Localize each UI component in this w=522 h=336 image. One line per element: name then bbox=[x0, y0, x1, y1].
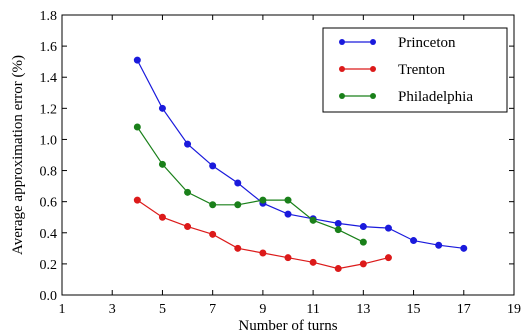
legend: Princeton Trenton Philadelphia bbox=[322, 27, 508, 113]
data-point-philadelphia bbox=[158, 160, 166, 168]
data-point-princeton bbox=[133, 56, 141, 64]
data-point-philadelphia bbox=[284, 196, 292, 204]
data-point-trenton bbox=[259, 249, 267, 257]
data-point-trenton bbox=[284, 254, 292, 262]
y-tick-label: 0.0 bbox=[40, 289, 58, 304]
legend-marker-philadelphia bbox=[370, 93, 376, 99]
data-point-princeton bbox=[234, 179, 242, 187]
data-point-philadelphia bbox=[334, 226, 342, 234]
y-tick-label: 0.6 bbox=[40, 196, 58, 211]
data-point-princeton bbox=[158, 104, 166, 112]
data-point-trenton bbox=[158, 213, 166, 221]
data-point-trenton bbox=[334, 265, 342, 273]
data-point-trenton bbox=[309, 258, 317, 266]
x-tick-label: 15 bbox=[407, 302, 421, 317]
data-point-princeton bbox=[435, 241, 443, 249]
data-point-princeton bbox=[359, 223, 367, 231]
data-point-trenton bbox=[184, 223, 192, 231]
series-line-princeton bbox=[136, 59, 464, 249]
data-point-philadelphia bbox=[234, 201, 242, 209]
data-point-philadelphia bbox=[259, 196, 267, 204]
legend-marker-trenton bbox=[339, 66, 345, 72]
data-point-philadelphia bbox=[184, 188, 192, 196]
y-axis-label: Average approximation error (%) bbox=[10, 55, 26, 255]
axis-ticks: 1 3 5 7 9 11 13 15 17 190.00.20.40.60.81.01.21.41… bbox=[40, 9, 522, 317]
x-tick-label: 13 bbox=[356, 302, 370, 317]
x-tick-label: 19 bbox=[507, 302, 521, 317]
series-line-philadelphia bbox=[136, 126, 364, 243]
data-point-philadelphia bbox=[309, 216, 317, 224]
y-tick-label: 1.4 bbox=[40, 71, 58, 86]
x-tick-label: 17 bbox=[457, 302, 471, 317]
data-point-trenton bbox=[234, 244, 242, 252]
legend-label-trenton: Trenton bbox=[398, 62, 445, 78]
legend-marker-philadelphia bbox=[339, 93, 345, 99]
x-axis-label: Number of turns bbox=[238, 318, 337, 331]
data-point-philadelphia bbox=[209, 201, 217, 209]
legend-label-philadelphia: Philadelphia bbox=[398, 89, 473, 105]
y-tick-label: 1.0 bbox=[40, 133, 58, 148]
legend-marker-princeton bbox=[370, 39, 376, 45]
data-point-philadelphia bbox=[359, 238, 367, 246]
data-point-princeton bbox=[184, 140, 192, 148]
legend-marker-princeton bbox=[339, 39, 345, 45]
data-point-trenton bbox=[209, 230, 217, 238]
series-line-trenton bbox=[136, 199, 389, 270]
x-tick-label: 3 bbox=[109, 302, 116, 317]
legend-label-princeton: Princeton bbox=[398, 35, 456, 51]
x-tick-label: 9 bbox=[259, 302, 266, 317]
data-point-princeton bbox=[460, 244, 468, 252]
plot-area-frame bbox=[61, 14, 515, 296]
x-tick-label: 1 bbox=[59, 302, 66, 317]
data-point-philadelphia bbox=[133, 123, 141, 131]
x-tick-label: 7 bbox=[209, 302, 216, 317]
legend-marker-trenton bbox=[370, 66, 376, 72]
data-point-princeton bbox=[410, 237, 418, 245]
y-tick-label: 1.2 bbox=[40, 102, 58, 117]
data-point-trenton bbox=[359, 260, 367, 268]
data-point-princeton bbox=[284, 210, 292, 218]
y-tick-label: 0.8 bbox=[40, 165, 58, 180]
data-point-princeton bbox=[209, 162, 217, 170]
series-layer bbox=[133, 56, 468, 273]
data-point-trenton bbox=[384, 254, 392, 262]
data-point-princeton bbox=[384, 224, 392, 232]
y-tick-label: 1.8 bbox=[40, 9, 58, 24]
x-tick-label: 11 bbox=[306, 302, 319, 317]
y-tick-label: 0.4 bbox=[40, 227, 58, 242]
x-tick-label: 5 bbox=[159, 302, 166, 317]
data-point-trenton bbox=[133, 196, 141, 204]
y-tick-label: 0.2 bbox=[40, 258, 58, 273]
data-point-princeton bbox=[334, 219, 342, 227]
y-tick-label: 1.6 bbox=[40, 40, 58, 55]
